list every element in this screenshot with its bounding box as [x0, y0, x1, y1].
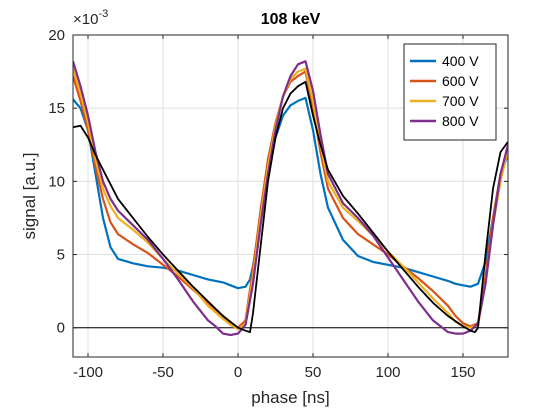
x-axis-label: phase [ns]	[251, 388, 329, 407]
x-tick-label: -50	[152, 364, 174, 381]
axes-box	[72, 34, 509, 358]
y-tick-label: 0	[57, 320, 65, 337]
legend-entry: 600 V	[442, 73, 479, 89]
legend-entry: 400 V	[442, 53, 479, 69]
x-tick-label: 150	[450, 364, 475, 381]
chart-title: 108 keV	[261, 11, 321, 28]
y-tick-label: 10	[48, 173, 65, 190]
y-tick-label: 20	[48, 27, 65, 44]
series-line-black	[73, 80, 508, 334]
legend-entry: 700 V	[442, 93, 479, 109]
y-axis-exponent: ×10-3	[73, 8, 108, 28]
series-group	[73, 60, 508, 337]
y-tick-label: 15	[48, 100, 65, 117]
series-line-800-v	[73, 60, 508, 337]
legend-entry: 800 V	[442, 113, 479, 129]
x-tick-label: 100	[375, 364, 400, 381]
y-axis-ticks: 0 5 10 15 20	[48, 27, 508, 337]
legend: 400 V 600 V 700 V 800 V	[403, 43, 497, 141]
x-axis-ticks: -100 -50 0 50 100 150	[73, 35, 476, 381]
x-tick-label: 50	[305, 364, 322, 381]
y-exponent-power: -3	[98, 8, 108, 20]
y-exponent-base: ×10	[73, 11, 98, 28]
y-axis-label: signal [a.u.]	[20, 153, 39, 240]
x-tick-label: -100	[73, 364, 103, 381]
y-tick-label: 5	[57, 247, 65, 264]
series-line-400-v	[73, 96, 508, 290]
x-tick-label: 0	[234, 364, 242, 381]
plot-area	[73, 60, 508, 337]
